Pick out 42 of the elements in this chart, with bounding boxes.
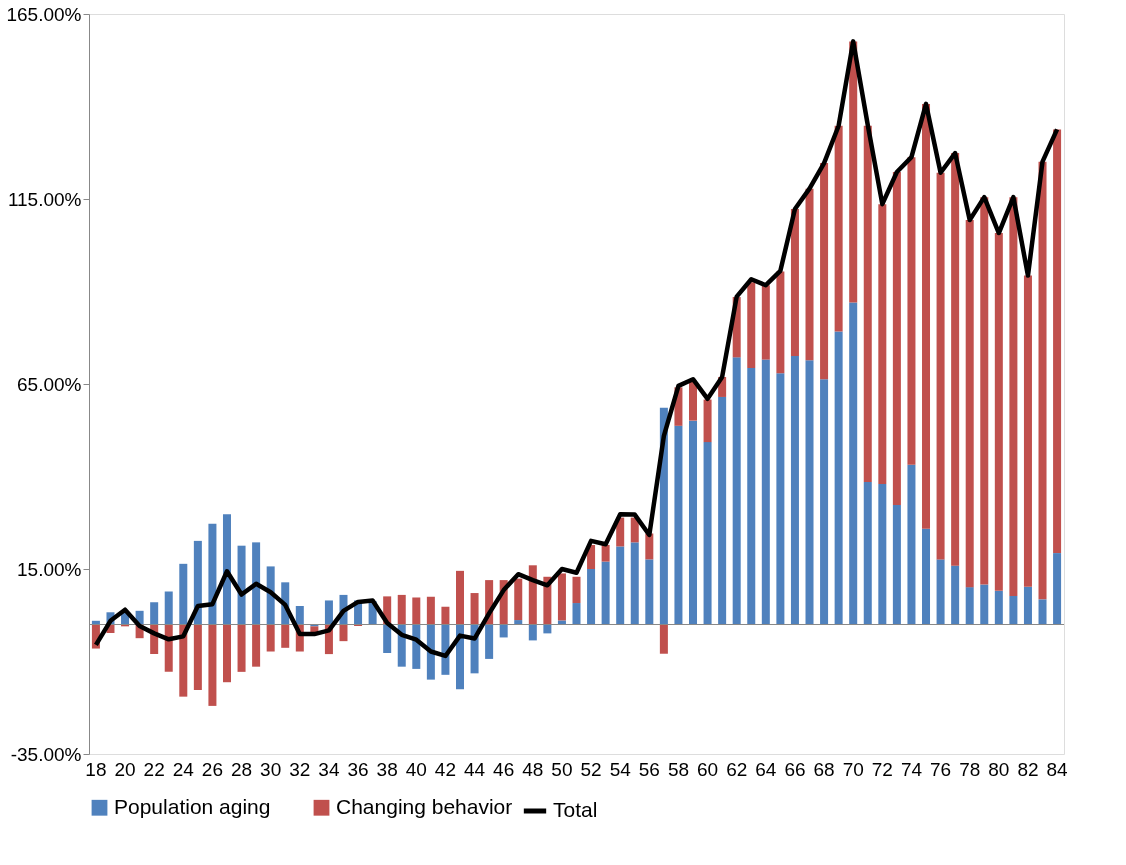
x-tick-label: 82 (1017, 758, 1039, 780)
x-tick-label: 76 (930, 758, 952, 780)
x-tick-label: 68 (813, 758, 835, 780)
x-tick-label: 60 (697, 758, 719, 780)
x-tick-label: 40 (405, 758, 427, 780)
x-tick-label: 78 (959, 758, 981, 780)
x-tick-label: 32 (289, 758, 311, 780)
x-tick-label: 62 (726, 758, 748, 780)
legend-label: Population aging (114, 794, 271, 818)
legend-label: Total (553, 798, 598, 821)
x-tick-label: 36 (347, 758, 369, 780)
y-tick-label: 165.00% (6, 3, 82, 25)
x-tick-label: 38 (376, 758, 398, 780)
x-tick-label: 46 (493, 758, 515, 780)
x-tick-label: 52 (580, 758, 602, 780)
x-tick-label: 42 (434, 758, 456, 780)
x-tick-label: 64 (755, 758, 777, 780)
x-tick-label: 22 (143, 758, 165, 780)
x-tick-label: 70 (842, 758, 864, 780)
y-tick-label: 65.00% (17, 373, 82, 395)
x-tick-label: 26 (201, 758, 223, 780)
x-tick-label: 72 (871, 758, 893, 780)
x-tick-label: 56 (638, 758, 660, 780)
x-tick-label: 58 (667, 758, 690, 780)
x-tick-label: 66 (784, 758, 806, 780)
x-tick-label: 48 (522, 758, 544, 780)
x-tick-label: 20 (114, 758, 136, 780)
y-tick-label: 115.00% (7, 188, 82, 210)
x-tick-label: 54 (609, 758, 632, 780)
x-tick-label: 30 (260, 758, 282, 780)
x-tick-label: 50 (551, 758, 573, 780)
x-tick-label: 80 (988, 758, 1010, 780)
x-tick-label: 18 (85, 758, 107, 780)
x-tick-label: 34 (318, 758, 340, 780)
y-tick-label: 15.00% (17, 558, 82, 580)
x-tick-label: 74 (900, 758, 923, 780)
x-tick-label: 84 (1046, 758, 1069, 780)
x-tick-label: 28 (230, 758, 253, 780)
x-tick-label: 44 (463, 758, 486, 780)
y-tick-label: -35.00% (10, 743, 82, 765)
legend-label: Changing behavior (336, 794, 513, 818)
x-tick-label: 24 (172, 758, 195, 780)
